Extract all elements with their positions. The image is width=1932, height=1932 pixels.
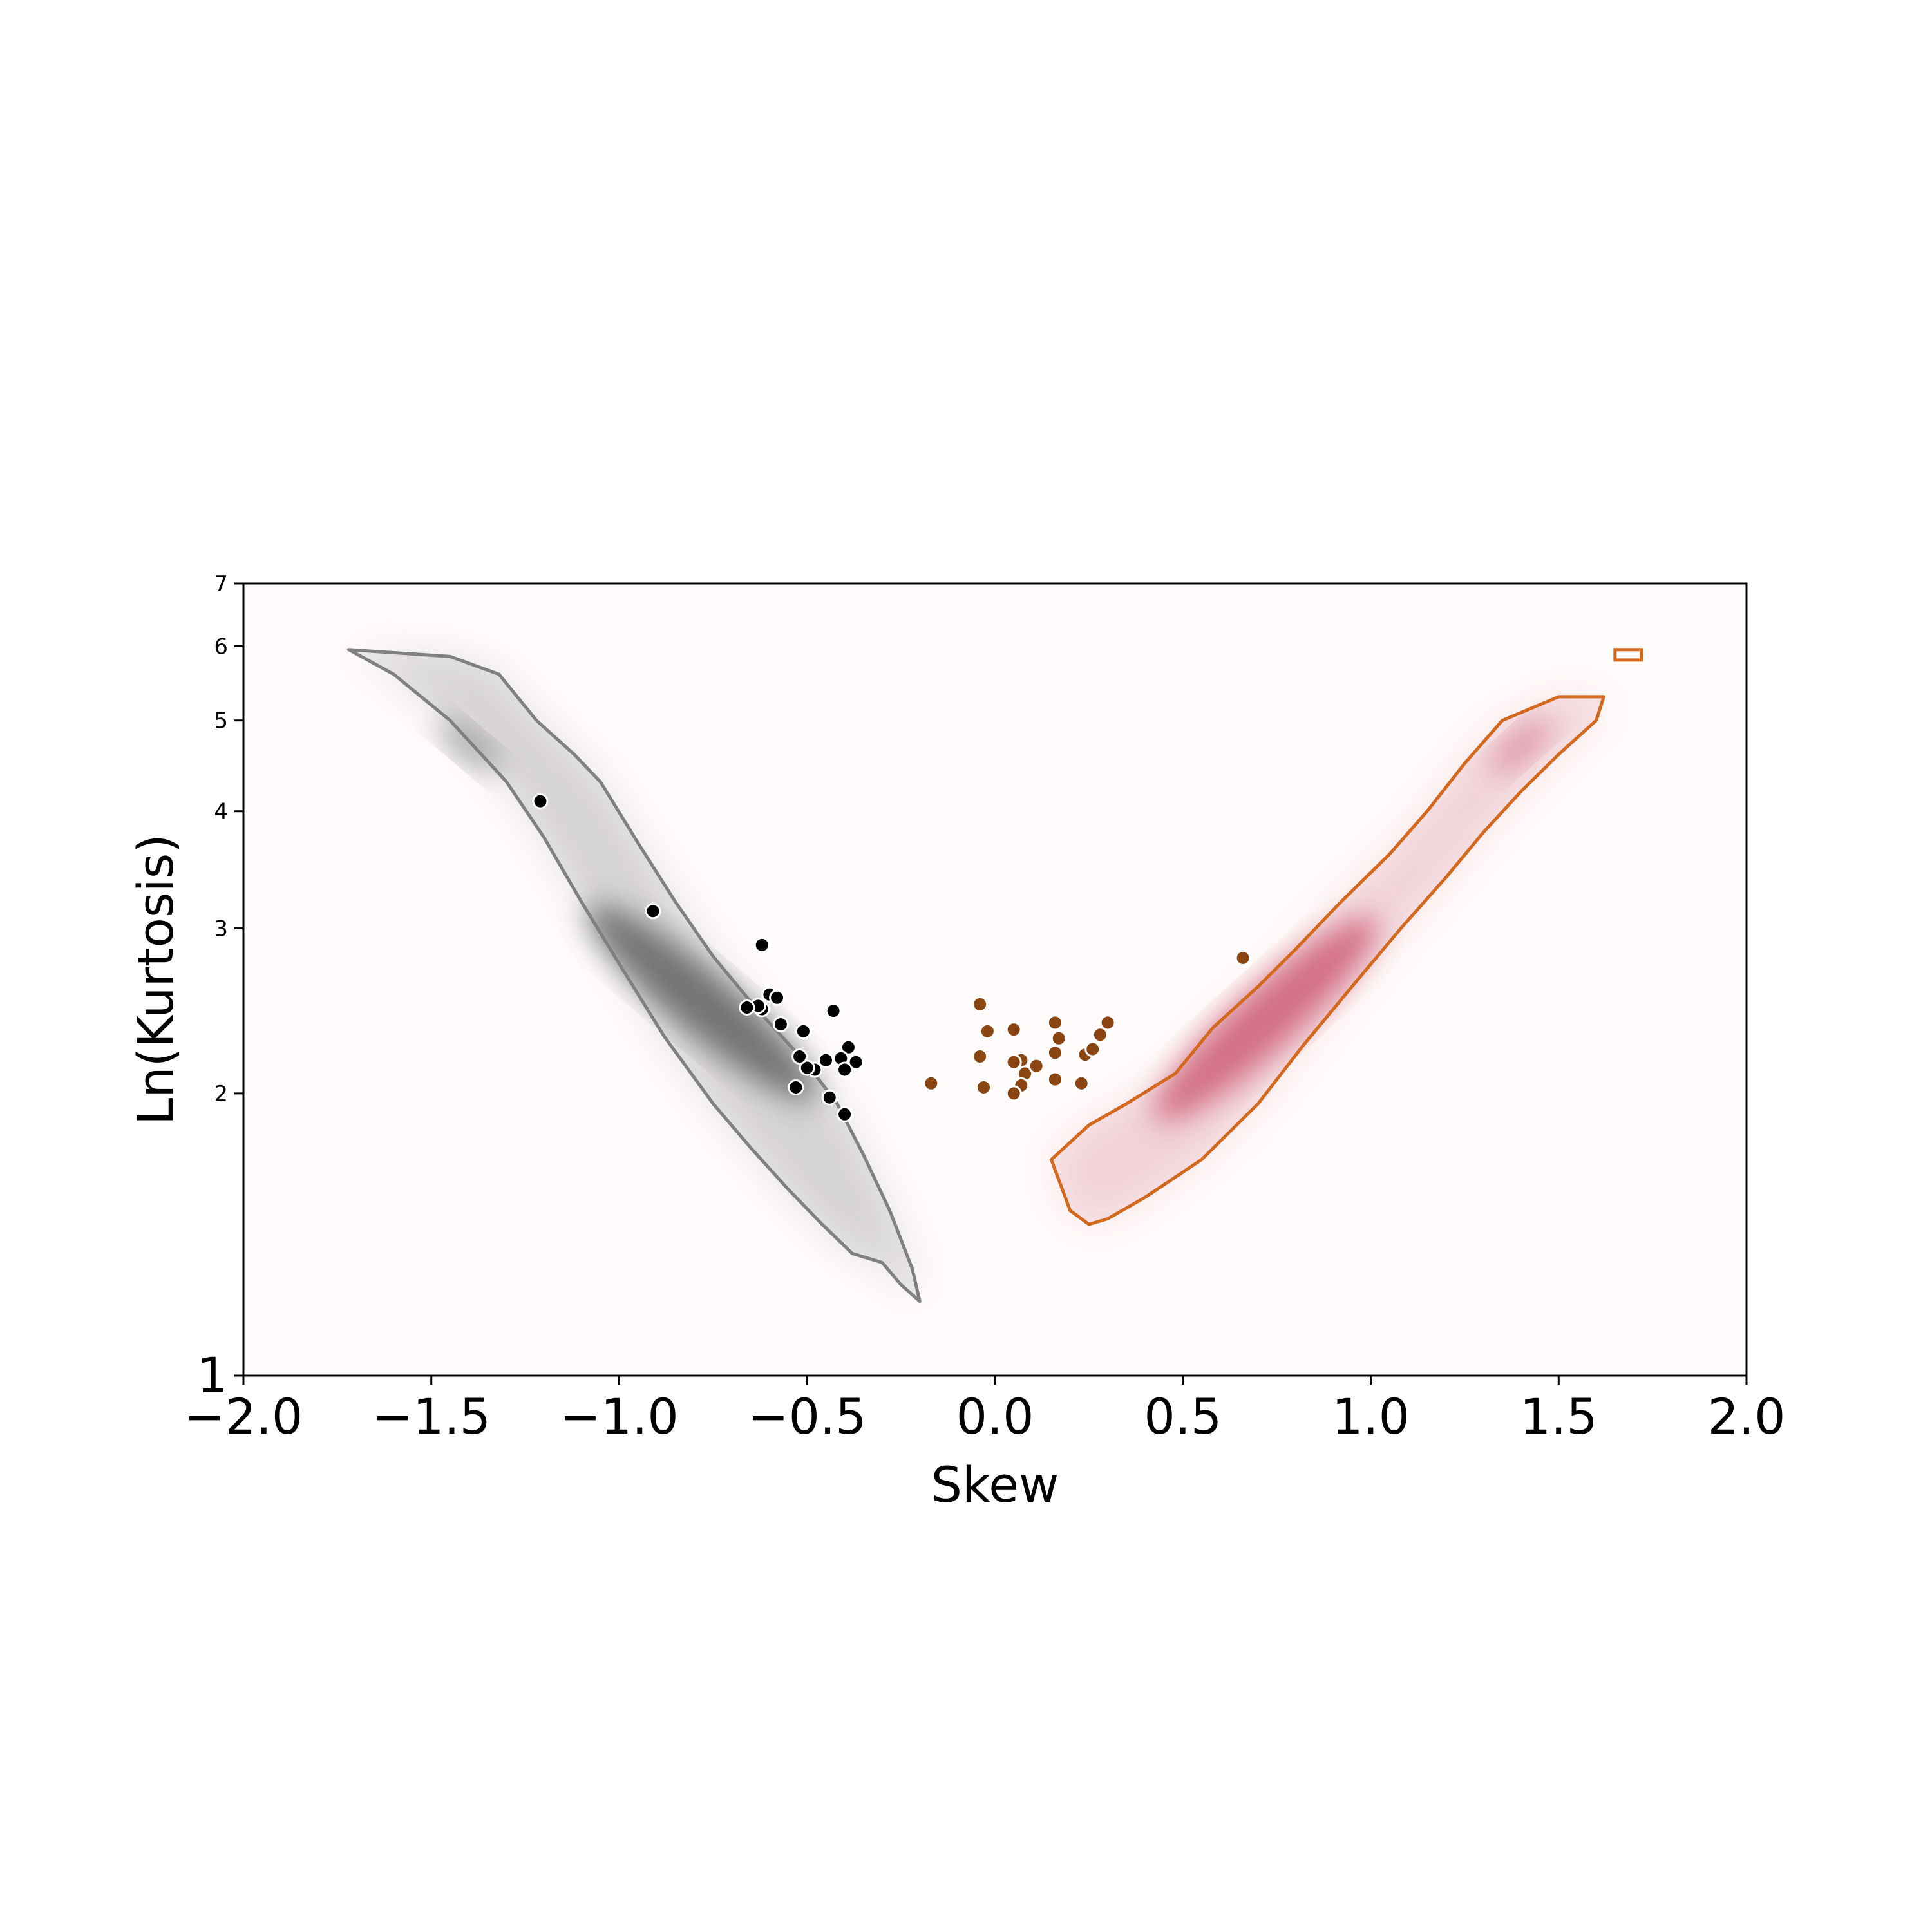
y-tick-label: 6 — [214, 634, 228, 659]
data-point — [799, 1059, 815, 1076]
density-peak — [1153, 917, 1378, 1121]
data-point — [769, 989, 786, 1006]
data-point — [1073, 1075, 1090, 1092]
x-tick-label: −1.0 — [560, 1388, 679, 1445]
y-tick-label: 4 — [214, 799, 228, 825]
data-point — [923, 1075, 940, 1092]
data-point — [825, 1003, 842, 1019]
density-layer — [348, 649, 1604, 1302]
data-point — [532, 793, 549, 810]
data-point — [1005, 1054, 1022, 1070]
y-axis-label: Ln(Kurtosis) — [127, 834, 184, 1125]
data-point — [1092, 1027, 1108, 1043]
data-point — [972, 996, 989, 1012]
contour-line-1 — [346, 648, 922, 1303]
data-point — [1046, 1071, 1063, 1088]
density-region-2 — [1051, 696, 1604, 1225]
data-point — [1099, 1014, 1116, 1031]
data-point — [753, 936, 770, 953]
x-tick-label: −1.5 — [372, 1388, 491, 1445]
x-tick-label: 1.0 — [1332, 1388, 1410, 1445]
series-1 — [532, 793, 864, 1122]
y-tick-label: 7 — [214, 571, 228, 597]
data-point — [791, 1048, 808, 1065]
contour-island — [1613, 648, 1643, 662]
data-point — [788, 1079, 804, 1095]
data-point — [739, 999, 755, 1016]
density-peak — [587, 904, 817, 1101]
data-point — [972, 1048, 989, 1065]
data-point — [837, 1106, 853, 1122]
data-point — [837, 1061, 853, 1078]
y-tick-label: 2 — [214, 1081, 228, 1107]
y-tick-label: 5 — [214, 708, 228, 734]
x-tick-label: 1.5 — [1520, 1388, 1598, 1445]
data-point — [1046, 1014, 1063, 1031]
data-point — [1028, 1057, 1045, 1074]
data-point — [817, 1052, 834, 1068]
data-point — [975, 1079, 992, 1095]
data-point — [1050, 1030, 1067, 1046]
points-layer — [532, 793, 1251, 1122]
contour-layer — [346, 648, 1643, 1303]
x-tick-label: 2.0 — [1708, 1388, 1786, 1445]
data-point — [1235, 949, 1251, 966]
density-secondary-peak — [1491, 717, 1551, 774]
y-tick-label: 1 — [197, 1347, 228, 1404]
x-axis-ticks: −2.0 −1.5 −1.0 −0.5 0.0 0.5 1.0 1.5 2.0 — [184, 1376, 1786, 1445]
data-point — [840, 1039, 857, 1056]
y-axis-ticks: 1 2 3 4 5 6 7 — [197, 571, 243, 1404]
data-point — [848, 1054, 864, 1070]
x-tick-label: 0.0 — [956, 1388, 1034, 1445]
x-tick-label: −2.0 — [184, 1388, 303, 1445]
data-point — [645, 903, 661, 920]
series-2 — [923, 949, 1251, 1102]
y-tick-label: 3 — [214, 916, 228, 942]
data-point — [1005, 1085, 1022, 1102]
data-point — [772, 1016, 789, 1033]
data-point — [979, 1023, 996, 1039]
data-point — [1005, 1021, 1022, 1038]
data-point — [795, 1023, 811, 1039]
data-point — [821, 1089, 838, 1106]
data-point — [1084, 1041, 1101, 1057]
x-axis-label: Skew — [931, 1456, 1059, 1513]
x-tick-label: 0.5 — [1144, 1388, 1222, 1445]
data-point — [1046, 1045, 1063, 1061]
x-tick-label: −0.5 — [748, 1388, 867, 1445]
contour-line-2 — [1050, 695, 1605, 1226]
